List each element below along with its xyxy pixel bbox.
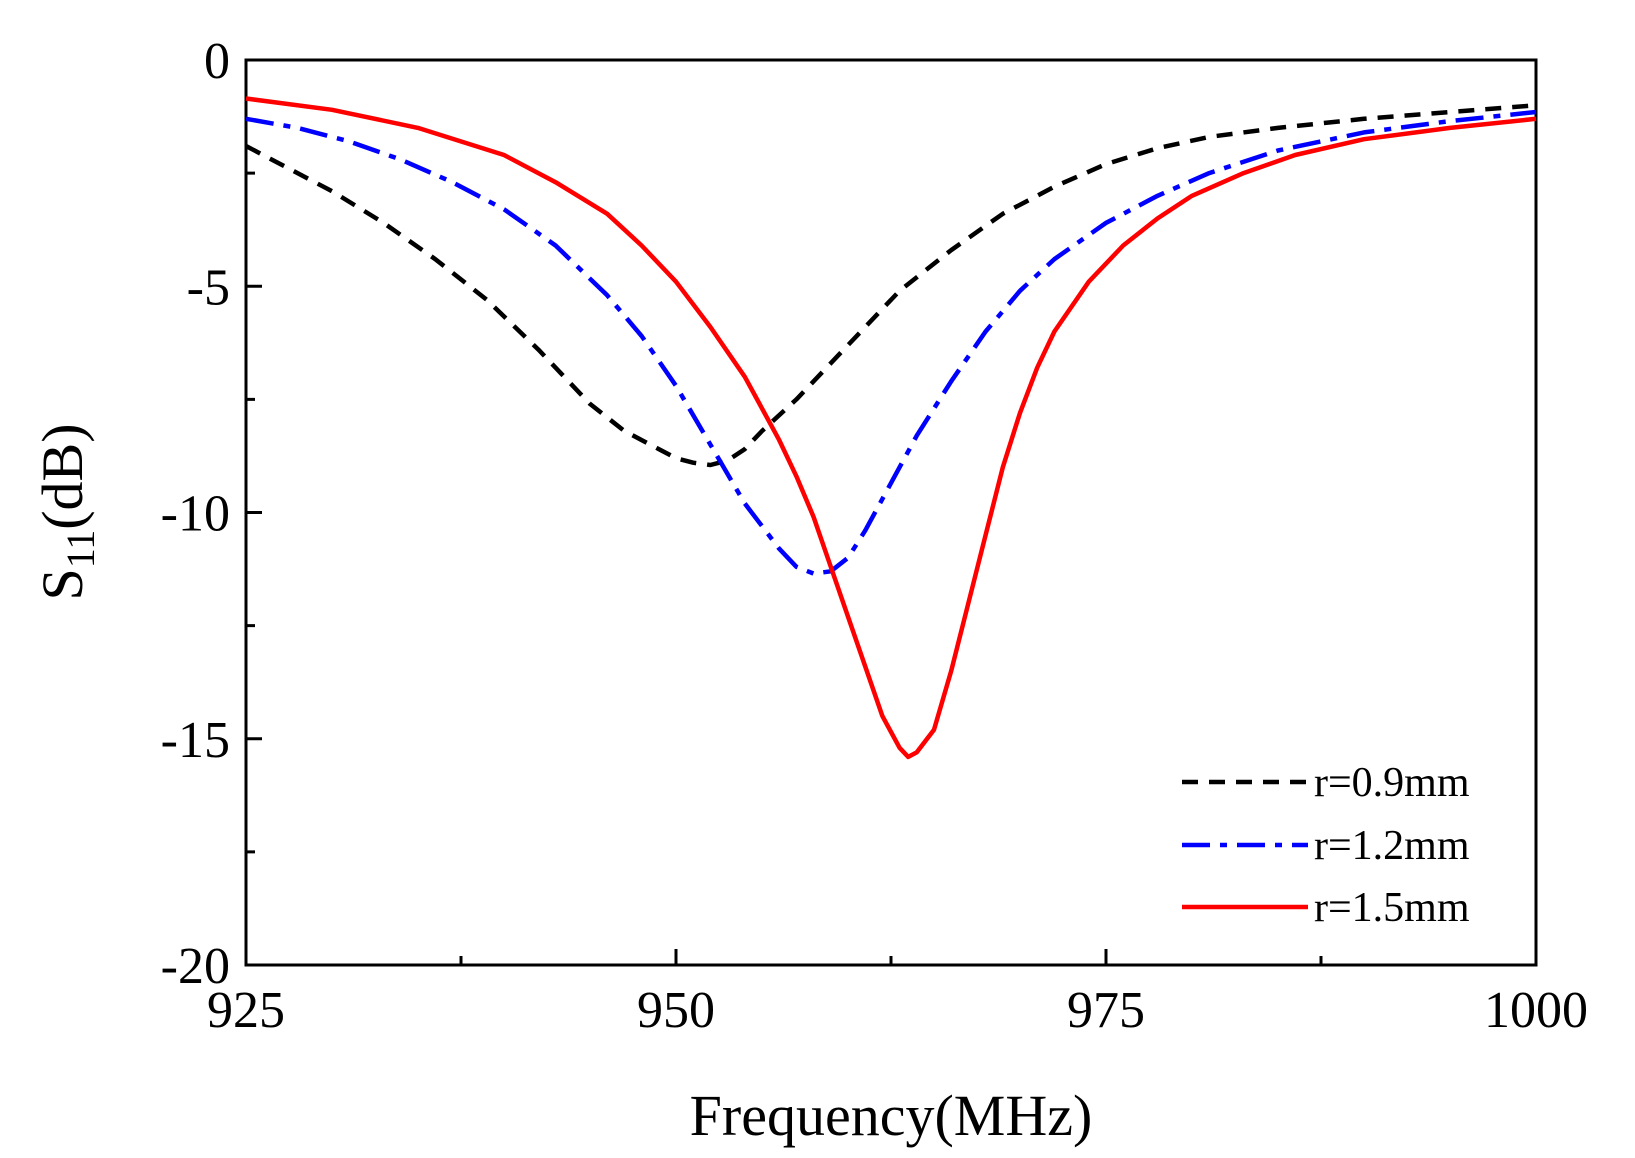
x-tick-label: 950 xyxy=(637,982,715,1039)
x-tick-label: 925 xyxy=(207,982,285,1039)
series-line-r-1-2mm xyxy=(245,109,1537,576)
series-layer xyxy=(244,96,1537,760)
legend: r=0.9mm r=1.2mm r=1.5mm xyxy=(1182,760,1470,931)
y-tick-label: -15 xyxy=(161,712,230,769)
tick-labels: 925 950 975 1000 0 -5 -10 -15 -20 xyxy=(161,33,1588,1039)
series-line-r-1-5mm xyxy=(245,96,1537,760)
y-axis-title: S11(dB) xyxy=(30,423,103,600)
y-tick-label: -5 xyxy=(187,259,230,316)
y-axis-title-sub: 11 xyxy=(58,530,103,569)
legend-label: r=1.5mm xyxy=(1314,885,1470,931)
axis-ticks xyxy=(244,58,1538,967)
y-axis-title-main: S xyxy=(30,568,95,600)
legend-label: r=1.2mm xyxy=(1314,823,1470,869)
y-tick-label: -10 xyxy=(161,486,230,543)
y-tick-label: 0 xyxy=(204,33,230,90)
x-tick-label: 975 xyxy=(1067,982,1145,1039)
legend-label: r=0.9mm xyxy=(1314,760,1470,806)
y-axis-title-unit: (dB) xyxy=(30,423,95,529)
series-line-r-0-9mm xyxy=(244,103,1537,468)
y-tick-label: -20 xyxy=(161,938,230,995)
x-tick-label: 1000 xyxy=(1484,982,1588,1039)
x-axis-title: Frequency(MHz) xyxy=(690,1083,1093,1148)
